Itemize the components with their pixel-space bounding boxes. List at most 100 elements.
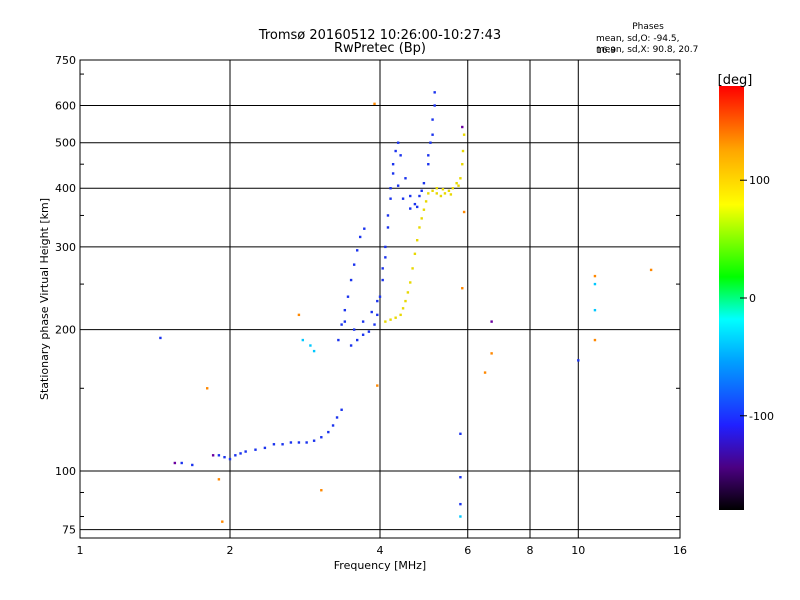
data-point [234,454,237,457]
data-point [449,193,453,196]
data-point [384,245,387,249]
data-point [413,202,417,206]
data-point [413,252,417,256]
data-points [159,91,653,523]
data-point [352,263,356,266]
x-tick-label: 2 [227,544,234,557]
x-tick-label: 10 [571,544,585,557]
data-point [297,313,301,317]
chart-subtitle: RwPretec (Bp) [333,41,427,56]
data-point [431,189,434,192]
data-point [461,162,464,166]
data-point [254,448,257,451]
data-point [305,441,308,444]
data-point [386,214,390,217]
data-point [459,515,462,518]
data-point [443,192,447,195]
data-point [180,461,183,465]
data-point [272,443,276,446]
data-point [431,133,434,136]
data-point [409,281,412,284]
phases-x-stats: mean, sd,X: 90.8, 20.7 [596,45,699,55]
x-axis-label: Frequency [MHz] [334,559,426,572]
data-point [386,226,390,229]
data-point [459,432,462,436]
data-point [340,323,343,326]
colorbar [719,86,744,510]
data-point [301,338,305,342]
data-point [173,461,177,465]
y-tick-label: 100 [55,465,76,478]
data-point [228,457,232,461]
colorbar-tick-label: -100 [749,410,774,423]
data-point [340,408,343,411]
data-point [483,371,487,374]
data-point [424,200,428,203]
data-point [320,489,323,492]
y-tick-label: 200 [55,324,76,337]
data-point [355,249,359,252]
data-point [376,313,379,317]
data-point [462,133,466,136]
data-point [451,187,455,190]
data-point [381,267,384,270]
data-point [427,162,430,166]
data-point [376,299,379,303]
x-tick-label: 8 [527,544,534,557]
data-point [312,439,316,442]
y-tick-label: 400 [55,182,76,195]
data-point [297,441,301,444]
data-point [361,320,365,323]
data-point [244,450,247,453]
data-point [415,205,419,209]
data-point [320,436,323,439]
data-point [391,172,395,175]
data-point [415,239,419,242]
data-point [401,307,405,310]
data-point [343,320,347,323]
data-point [411,267,414,270]
data-point [239,452,242,455]
plot-grid [80,60,680,538]
data-point [191,463,194,467]
data-point [427,192,430,195]
data-point [490,352,493,355]
data-point [396,141,400,144]
y-tick-label: 750 [55,54,76,67]
data-point [420,189,423,192]
data-point [461,125,464,129]
data-point [309,344,312,347]
data-point [205,387,209,390]
colorbar-tick-label: 0 [749,292,756,305]
data-point [433,91,436,94]
data-point [363,227,366,230]
x-tick-label: 6 [464,544,471,557]
y-tick-label: 300 [55,241,76,254]
data-point [649,268,653,272]
data-point [355,338,359,342]
data-point [441,188,445,191]
data-point [459,502,462,506]
data-point [376,384,379,387]
data-point [358,235,362,239]
chart-title: Tromsø 20160512 10:26:00-10:27:43 [258,28,502,43]
data-point [422,181,426,185]
data-point [401,197,405,200]
data-point [435,187,438,190]
data-point [409,207,412,210]
colorbar-ticks: 100 0 -100 [740,174,774,423]
data-point [370,310,373,314]
data-point [435,192,438,195]
data-point [217,478,221,481]
data-point [281,443,284,446]
data-point [367,330,371,333]
data-point [384,256,387,259]
data-point [263,446,267,450]
data-point [327,430,330,434]
data-point [439,194,443,198]
data-point [593,338,597,342]
data-point [409,194,412,198]
y-tick-label: 500 [55,137,76,150]
data-point [361,333,365,336]
